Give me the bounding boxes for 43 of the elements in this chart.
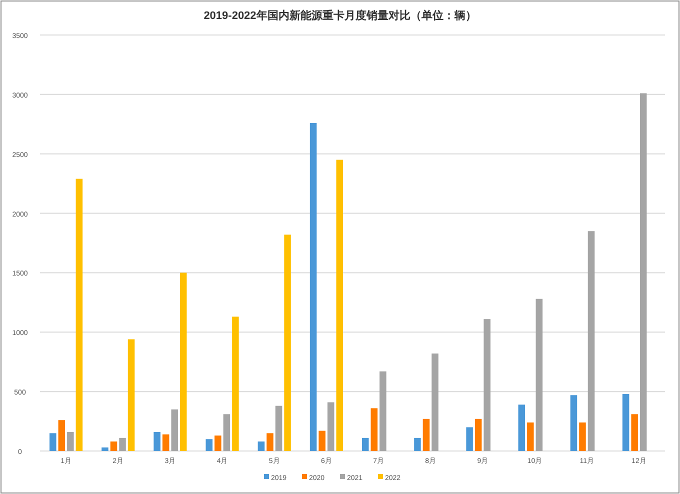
bar bbox=[258, 441, 265, 451]
bar bbox=[171, 409, 178, 451]
bar bbox=[518, 404, 526, 451]
bar bbox=[76, 178, 83, 451]
bar bbox=[206, 439, 213, 451]
bar bbox=[631, 414, 638, 451]
bar bbox=[58, 420, 66, 451]
bar bbox=[180, 272, 187, 451]
bar bbox=[474, 418, 482, 451]
bar bbox=[362, 438, 369, 451]
bar bbox=[370, 408, 378, 451]
bar bbox=[275, 406, 282, 451]
bar bbox=[214, 436, 222, 451]
bar bbox=[536, 298, 543, 451]
bar bbox=[266, 433, 274, 451]
bar bbox=[622, 394, 630, 451]
bar bbox=[110, 441, 118, 451]
bar bbox=[414, 438, 421, 451]
bar bbox=[327, 402, 334, 451]
bar bbox=[284, 234, 291, 451]
bar bbox=[466, 427, 473, 451]
bar bbox=[527, 422, 534, 451]
bar bbox=[154, 432, 160, 451]
bar bbox=[102, 447, 108, 451]
bar bbox=[570, 395, 578, 451]
bar bbox=[50, 433, 56, 451]
bar bbox=[128, 339, 135, 451]
bar bbox=[380, 371, 386, 451]
bar bbox=[588, 231, 595, 451]
chart-title: 2019-2022年国内新能源重卡月度销量对比（单位：辆） bbox=[204, 9, 476, 22]
bar bbox=[318, 430, 326, 451]
bar bbox=[67, 432, 74, 451]
bar bbox=[119, 438, 126, 451]
bar bbox=[336, 160, 343, 451]
bar bbox=[484, 319, 490, 451]
bar bbox=[432, 354, 438, 451]
bar bbox=[422, 418, 430, 451]
bar bbox=[579, 422, 586, 451]
bar bbox=[640, 93, 647, 451]
bar bbox=[162, 434, 170, 451]
bar bbox=[232, 316, 239, 451]
bar bbox=[223, 414, 230, 451]
bar bbox=[310, 122, 317, 451]
